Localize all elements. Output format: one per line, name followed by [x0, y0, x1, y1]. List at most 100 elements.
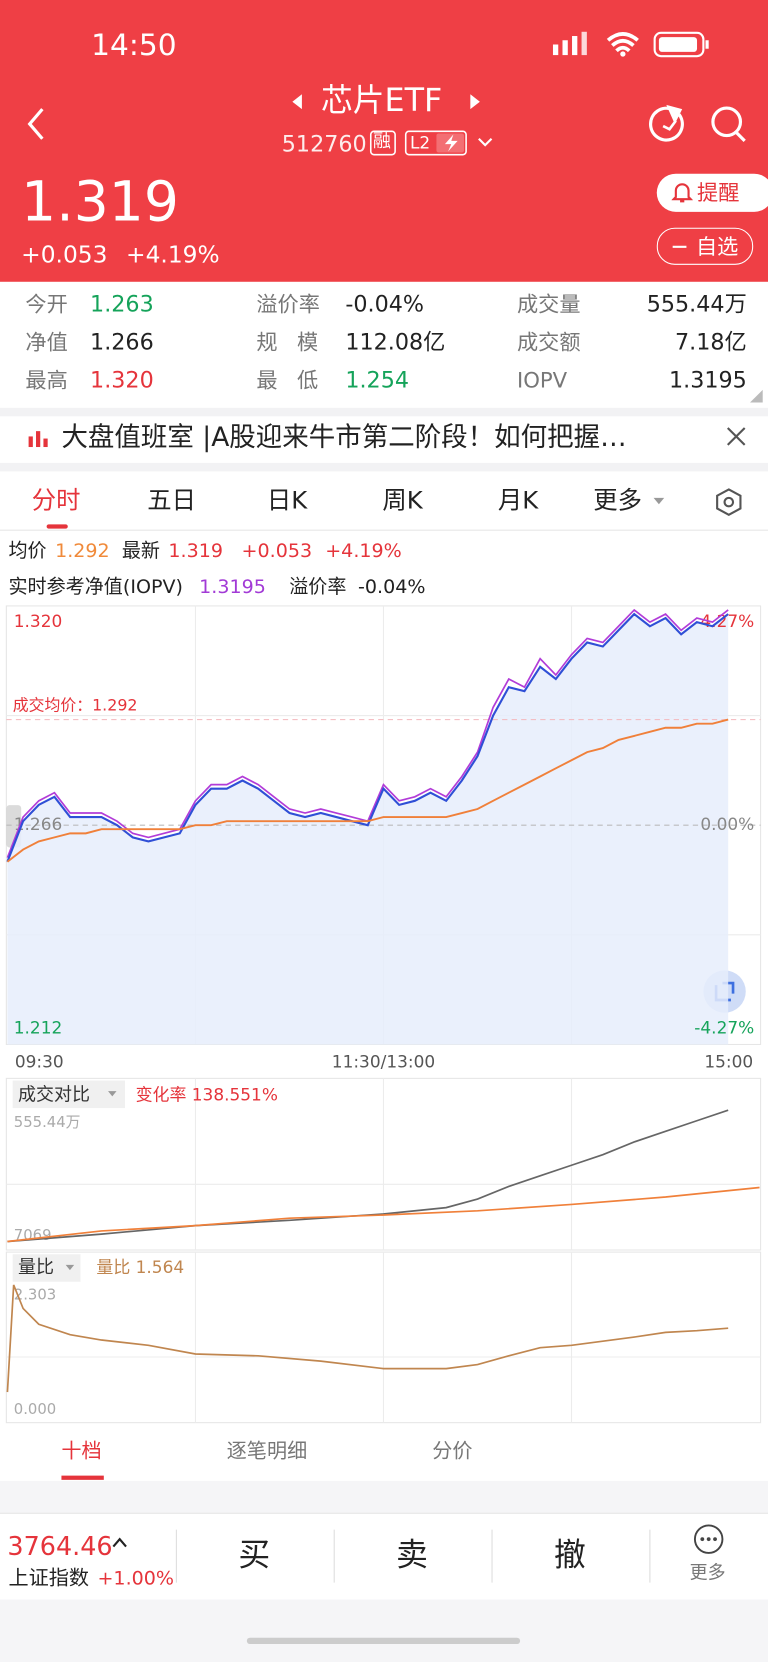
- stat-label: 溢价率: [256, 291, 320, 317]
- more-icon[interactable]: [693, 1523, 725, 1555]
- iopv-value: 1.3195: [199, 576, 266, 599]
- previous-volume-line: [7, 1186, 760, 1243]
- divider: [175, 1529, 177, 1583]
- banner-icon: [28, 431, 48, 448]
- last-value: 1.319: [168, 540, 224, 563]
- tab[interactable]: 更多: [593, 487, 642, 515]
- index-value[interactable]: 3764.46: [7, 1531, 113, 1562]
- stat-label: 成交量: [516, 291, 581, 317]
- stat-value: 1.263: [90, 291, 154, 317]
- corner-mark: [749, 389, 763, 403]
- tab[interactable]: 月K: [497, 487, 539, 515]
- stat-label: 规 模: [256, 329, 325, 355]
- stat-value: 1.266: [90, 329, 154, 355]
- last-change: +0.053: [241, 540, 313, 563]
- y-tick-label: 1.320: [14, 611, 62, 631]
- ratio-title: 量比: [18, 1257, 54, 1278]
- tab[interactable]: 周K: [382, 487, 423, 515]
- y-tick-label: 2.303: [14, 1287, 56, 1304]
- divider: [491, 1529, 493, 1583]
- index-change: +1.00%: [97, 1567, 175, 1591]
- ratio-line: [6, 1284, 729, 1393]
- last-label: 最新: [121, 540, 160, 563]
- divider: [0, 462, 768, 472]
- divider: [0, 1512, 768, 1514]
- avg-line: [6, 718, 729, 863]
- code: 512760: [281, 131, 367, 157]
- avg-ref-label: 成交均价：1.292: [13, 695, 138, 714]
- stat-value: 555.44万: [646, 291, 747, 317]
- bell-icon: [671, 183, 693, 203]
- stat-label: 成交额: [516, 329, 581, 355]
- change-pct: +4.19%: [126, 242, 220, 270]
- banner-close[interactable]: [725, 425, 748, 448]
- divider: [333, 1529, 335, 1583]
- bottom-tab-underline: [61, 1475, 104, 1480]
- last-change-pct: +4.19%: [325, 540, 402, 563]
- sell-button[interactable]: 卖: [396, 1537, 428, 1575]
- ratio-value: 量比 1.564: [96, 1257, 184, 1277]
- x-tick-label: 09:30: [15, 1051, 64, 1071]
- premium-value: -0.04%: [358, 576, 426, 599]
- y-tick-label: 0.000: [14, 1401, 56, 1418]
- divider: [0, 407, 768, 417]
- index-name: 上证指数: [8, 1566, 89, 1591]
- y2-tick-label: 0.00%: [700, 814, 754, 834]
- tab[interactable]: 日K: [266, 487, 308, 515]
- tab[interactable]: 分时: [31, 487, 81, 515]
- bottom-tab[interactable]: 分价: [432, 1439, 473, 1463]
- stat-value: 1.320: [90, 367, 154, 394]
- divider: [0, 1480, 768, 1513]
- minus-icon: [672, 245, 687, 248]
- home-area: [0, 1599, 768, 1662]
- iopv-label: 实时参考净值(IOPV): [8, 576, 183, 599]
- banner-text[interactable]: 大盘值班室 |A股迎来牛市第二阶段！如何把握…: [61, 421, 627, 453]
- header-bg: [0, 0, 768, 282]
- stat-value: 7.18亿: [675, 329, 747, 355]
- stat-label: 今开: [25, 291, 68, 317]
- stat-value: -0.04%: [345, 291, 425, 317]
- title: 芯片ETF: [320, 82, 443, 120]
- alert-button[interactable]: 提醒: [656, 173, 768, 212]
- cancel-button[interactable]: 撤: [554, 1537, 586, 1575]
- more-label[interactable]: 更多: [689, 1562, 726, 1584]
- watch-label: 自选: [695, 234, 739, 260]
- divider: [649, 1529, 651, 1583]
- header-icons[interactable]: [0, 74, 768, 169]
- change: +0.053: [21, 242, 108, 270]
- buy-button[interactable]: 买: [238, 1537, 271, 1575]
- caret-icon: [112, 1537, 127, 1548]
- status-icons: [552, 31, 709, 58]
- alert-label: 提醒: [697, 180, 740, 206]
- stat-label: 净值: [25, 329, 68, 355]
- tab-underline: [46, 524, 68, 529]
- bottom-tab[interactable]: 逐笔明细: [226, 1439, 308, 1463]
- tab[interactable]: 五日: [147, 487, 196, 515]
- status-time: 14:50: [91, 27, 177, 63]
- volume-rate: 变化率 138.551%: [136, 1084, 278, 1104]
- price: 1.319: [21, 170, 179, 235]
- volume-title: 成交对比: [18, 1084, 90, 1105]
- home-indicator: [246, 1637, 521, 1645]
- stat-value: 1.254: [345, 367, 410, 394]
- price-area: [7, 614, 729, 1045]
- stat-value: 112.08亿: [345, 329, 446, 355]
- x-tick-label: 11:30/13:00: [332, 1051, 435, 1071]
- avg-value: 1.292: [55, 540, 110, 563]
- today-volume-line: [7, 1109, 729, 1243]
- margin-badge: 融: [372, 131, 391, 153]
- avg-label: 均价: [8, 540, 47, 563]
- stat-value: 1.3195: [668, 367, 747, 394]
- y-tick-label: 555.44万: [14, 1114, 81, 1131]
- watch-button[interactable]: 自选: [656, 227, 754, 265]
- bottom-tab[interactable]: 十档: [61, 1439, 102, 1463]
- volume-title-box[interactable]: [12, 1080, 125, 1109]
- tab-icons[interactable]: [641, 487, 747, 519]
- divider: [0, 529, 768, 531]
- premium-label: 溢价率: [289, 576, 347, 599]
- stat-label: IOPV: [516, 367, 568, 394]
- stat-label: 最 低: [256, 367, 325, 394]
- y-tick-label: 1.212: [14, 1018, 62, 1038]
